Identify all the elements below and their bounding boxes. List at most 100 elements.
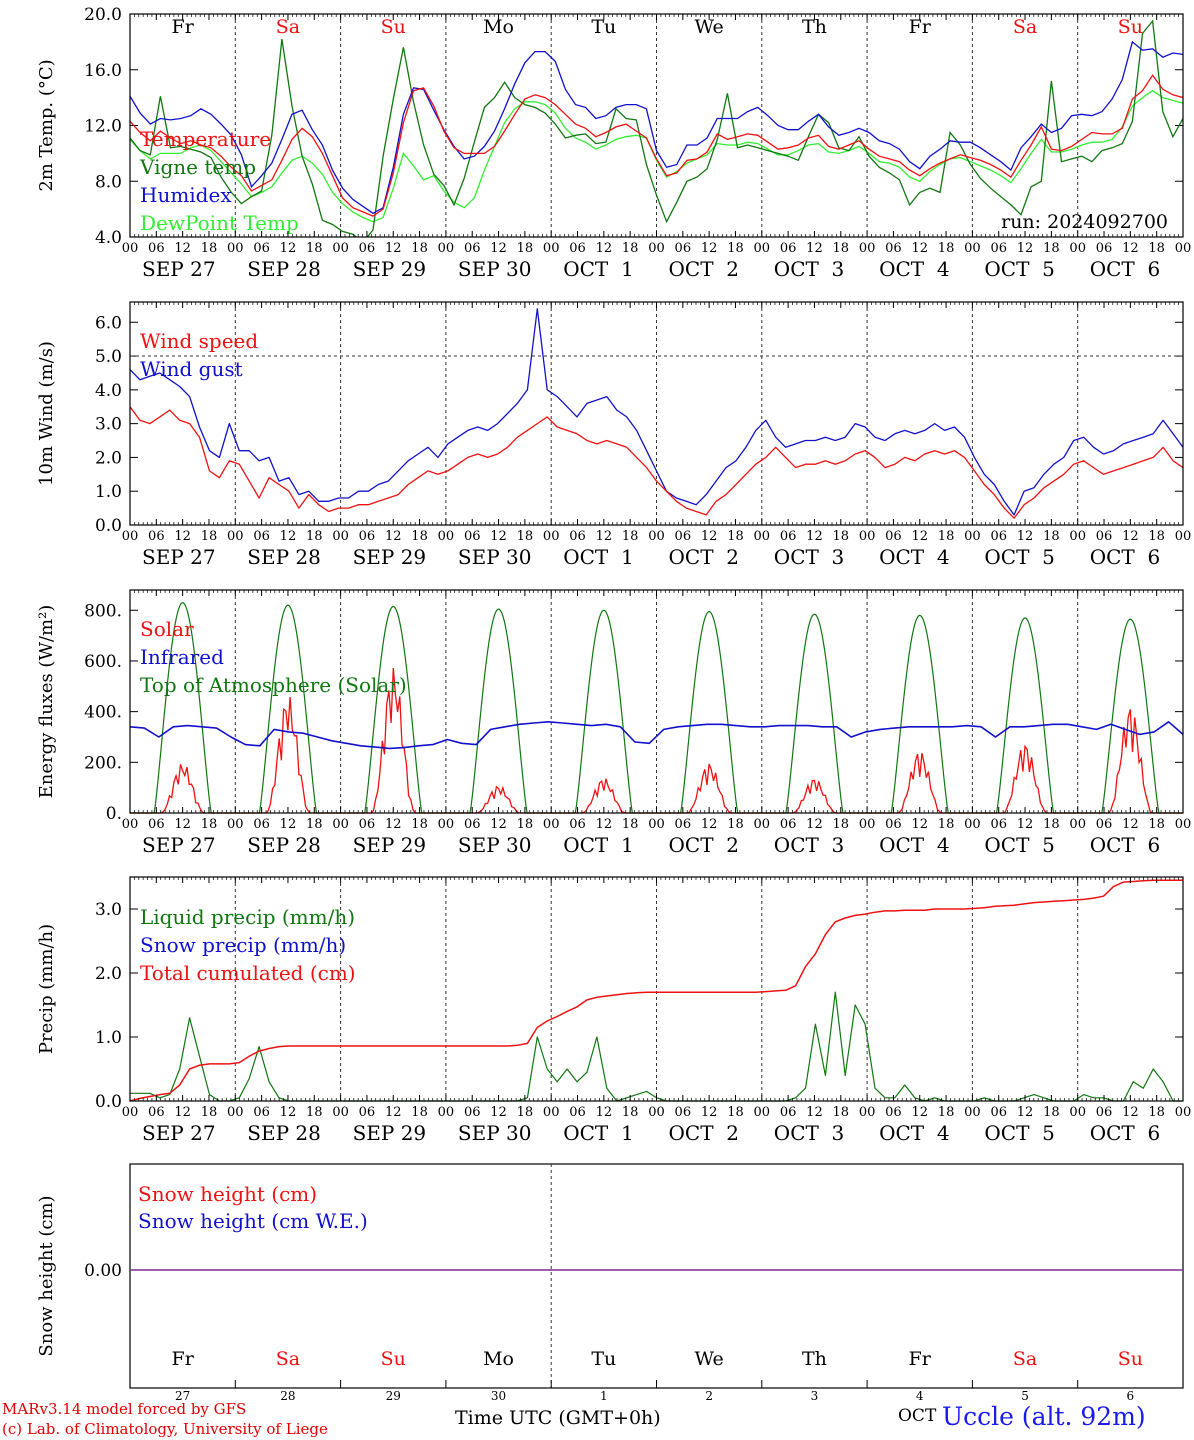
hour-label: 12 bbox=[1122, 241, 1139, 256]
hour-label: 18 bbox=[201, 529, 218, 544]
hour-label: 18 bbox=[938, 241, 955, 256]
date-label: OCT 4 bbox=[879, 1121, 949, 1145]
hour-label: 06 bbox=[253, 817, 270, 832]
hour-label: 18 bbox=[1148, 241, 1165, 256]
day-name: Sa bbox=[1013, 16, 1037, 38]
hour-label: 00 bbox=[1069, 817, 1086, 832]
hour-label: 12 bbox=[701, 529, 718, 544]
hour-label: 00 bbox=[332, 1105, 349, 1120]
legend-entry: Solar bbox=[140, 617, 194, 641]
hour-label: 18 bbox=[306, 817, 323, 832]
hour-label: 00 bbox=[1069, 529, 1086, 544]
toa-solar-arch bbox=[551, 609, 657, 814]
hour-label: 00 bbox=[543, 817, 560, 832]
hour-label: 18 bbox=[411, 817, 428, 832]
surface-solar-curve bbox=[340, 667, 446, 814]
hour-label: 06 bbox=[1096, 241, 1113, 256]
hour-label: 06 bbox=[675, 241, 692, 256]
series-line bbox=[130, 19, 1183, 237]
day-name: We bbox=[695, 1348, 724, 1370]
surface-solar-curve bbox=[130, 764, 236, 814]
y-tick-label: 800. bbox=[84, 601, 122, 621]
lab-credit: (c) Lab. of Climatology, University of L… bbox=[2, 1420, 328, 1438]
date-label: OCT 1 bbox=[563, 257, 633, 281]
y-tick-label: 0. bbox=[106, 804, 122, 824]
hour-label: 00 bbox=[332, 529, 349, 544]
y-tick-label: 3.0 bbox=[95, 415, 122, 435]
hour-label: 12 bbox=[911, 817, 928, 832]
panel-5-y-axis-label: Snow height (cm) bbox=[36, 1195, 57, 1356]
hour-label: 18 bbox=[517, 1105, 534, 1120]
hour-label: 12 bbox=[385, 817, 402, 832]
hour-label: 06 bbox=[148, 1105, 165, 1120]
y-tick-label: 400. bbox=[84, 703, 122, 723]
hour-label: 00 bbox=[227, 241, 244, 256]
hour-label: 00 bbox=[754, 817, 771, 832]
date-label: OCT 6 bbox=[1090, 545, 1160, 569]
day-number: 6 bbox=[1127, 1389, 1135, 1403]
day-number: 3 bbox=[811, 1389, 819, 1403]
y-tick-label: 16.0 bbox=[84, 61, 122, 81]
hour-label: 18 bbox=[727, 529, 744, 544]
hour-label: 00 bbox=[227, 529, 244, 544]
day-name: Fr bbox=[909, 1348, 932, 1370]
hour-label: 06 bbox=[1096, 529, 1113, 544]
date-label: SEP 30 bbox=[458, 833, 532, 857]
hour-label: 00 bbox=[648, 529, 665, 544]
time-axis-label: Time UTC (GMT+0h) bbox=[455, 1407, 661, 1429]
legend-entry: Vigne temp bbox=[139, 155, 256, 179]
hour-label: 12 bbox=[911, 1105, 928, 1120]
toa-solar-arch bbox=[340, 605, 446, 814]
hour-label: 18 bbox=[1043, 529, 1060, 544]
legend-entry: Top of Atmosphere (Solar) bbox=[140, 673, 407, 697]
legend-entry: Wind speed bbox=[140, 329, 258, 353]
hour-label: 18 bbox=[938, 1105, 955, 1120]
series-line bbox=[129, 308, 1184, 516]
toa-solar-arch bbox=[867, 614, 973, 814]
hour-label: 12 bbox=[174, 529, 191, 544]
y-tick-label: 200. bbox=[84, 753, 122, 773]
hour-label: 00 bbox=[122, 241, 139, 256]
run-id: run: 2024092700 bbox=[1001, 211, 1168, 233]
hour-label: 00 bbox=[964, 1105, 981, 1120]
hour-label: 12 bbox=[174, 1105, 191, 1120]
surface-solar-curve bbox=[551, 778, 657, 814]
hour-label: 06 bbox=[464, 817, 481, 832]
series-line bbox=[130, 40, 1183, 215]
hour-label: 00 bbox=[543, 529, 560, 544]
toa-solar-arch bbox=[445, 608, 552, 814]
day-name: Fr bbox=[172, 1348, 195, 1370]
hour-label: 06 bbox=[780, 241, 797, 256]
hour-label: 12 bbox=[1017, 1105, 1034, 1120]
hour-label: 06 bbox=[253, 1105, 270, 1120]
hour-label: 00 bbox=[438, 241, 455, 256]
legend-entry: Liquid precip (mm/h) bbox=[140, 905, 355, 929]
day-name: Mo bbox=[483, 1348, 514, 1370]
hour-label: 18 bbox=[622, 817, 639, 832]
hour-label: 06 bbox=[359, 1105, 376, 1120]
date-label: OCT 3 bbox=[774, 545, 844, 569]
hour-label: 18 bbox=[517, 529, 534, 544]
hour-label: 12 bbox=[596, 529, 613, 544]
hour-label: 00 bbox=[754, 529, 771, 544]
hour-label: 18 bbox=[306, 529, 323, 544]
hour-label: 00 bbox=[1175, 241, 1192, 256]
hour-label: 00 bbox=[859, 817, 876, 832]
y-tick-label: 12.0 bbox=[84, 117, 122, 137]
day-number: 5 bbox=[1021, 1389, 1029, 1403]
hour-label: 18 bbox=[1043, 1105, 1060, 1120]
surface-solar-curve bbox=[1077, 709, 1183, 814]
date-label: SEP 30 bbox=[458, 257, 532, 281]
hour-label: 18 bbox=[1043, 817, 1060, 832]
date-label: OCT 3 bbox=[774, 833, 844, 857]
hour-label: 12 bbox=[1017, 529, 1034, 544]
date-label: OCT 4 bbox=[879, 257, 949, 281]
model-credit: MARv3.14 model forced by GFS bbox=[2, 1400, 247, 1418]
hour-label: 18 bbox=[833, 817, 850, 832]
hour-label: 18 bbox=[1043, 241, 1060, 256]
hour-label: 18 bbox=[517, 817, 534, 832]
hour-label: 12 bbox=[806, 817, 823, 832]
y-tick-label: 5.0 bbox=[95, 347, 122, 367]
toa-solar-arch bbox=[235, 604, 341, 814]
y-tick-label: 8.0 bbox=[95, 172, 122, 192]
